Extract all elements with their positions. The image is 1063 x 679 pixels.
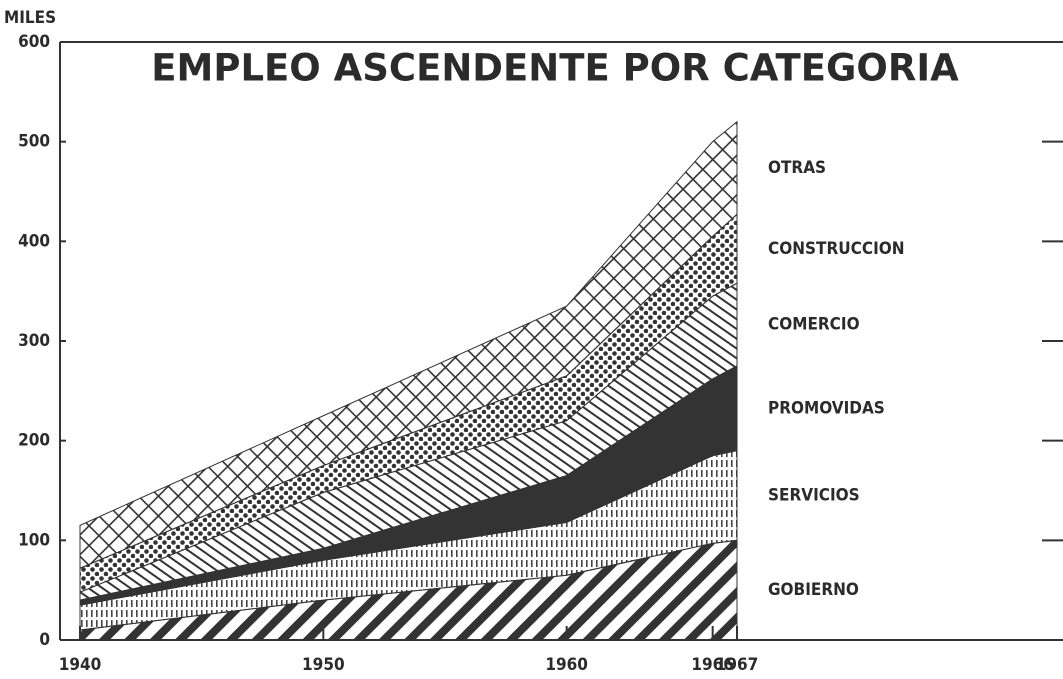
y-tick-label: 600 — [18, 32, 50, 52]
x-tick-label: 1950 — [302, 655, 345, 675]
x-tick-label: 1966 — [691, 655, 734, 675]
series-label: SERVICIOS — [768, 485, 860, 505]
area — [79, 120, 738, 569]
series-label: PROMOVIDAS — [768, 398, 885, 418]
x-tick-label: 1940 — [59, 655, 102, 675]
series-label: GOBIERNO — [768, 580, 859, 600]
y-tick-label: 400 — [18, 231, 50, 251]
series-label: CONSTRUCCION — [768, 239, 905, 259]
y-tick-label: 200 — [18, 431, 50, 451]
y-tick-label: 300 — [18, 331, 50, 351]
y-tick-label: 100 — [18, 530, 50, 550]
y-axis-label: MILES — [4, 8, 56, 28]
series-label: OTRAS — [768, 158, 826, 178]
chart-title: EMPLEO ASCENDENTE POR CATEGORIA — [151, 47, 959, 90]
series-label: COMERCIO — [768, 315, 860, 335]
y-tick-label: 0 — [39, 630, 50, 650]
x-tick-label: 1960 — [545, 655, 588, 675]
x-tick-label: 1967 — [716, 655, 759, 675]
y-tick-label: 500 — [18, 132, 50, 152]
